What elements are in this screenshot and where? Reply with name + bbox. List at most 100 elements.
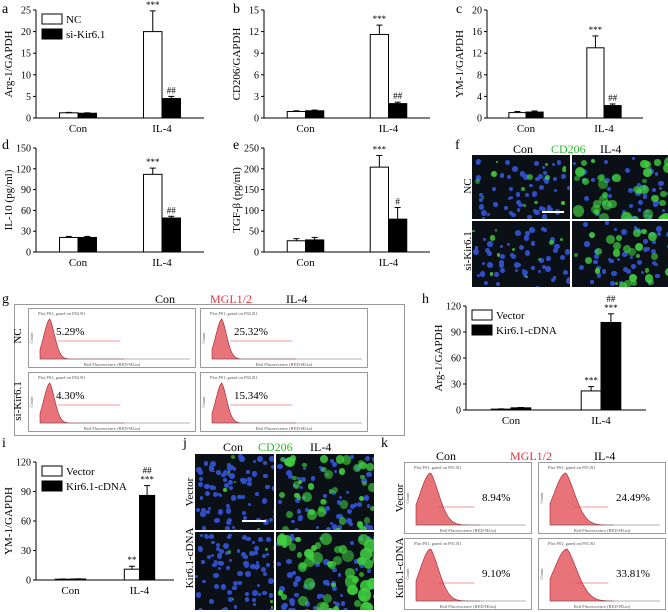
nucleus-dot [197,607,203,610]
nucleus-dot [482,216,486,219]
cd206-cell [644,268,650,273]
cd206-cell [560,238,564,241]
cd206-cell [320,466,327,473]
nucleus-dot [233,605,238,609]
nucleus-dot [541,265,546,270]
nucleus-dot [225,508,232,515]
y-tick-label: 6 [254,70,259,81]
cd206-cell [628,248,637,257]
nucleus-dot [610,270,617,277]
cd206-cell [640,159,649,169]
nucleus-dot [220,584,227,590]
y-tick-label: 15 [249,6,259,17]
significance-mark: *** [373,144,387,154]
significance-mark: *** [604,303,618,313]
nucleus-dot [239,456,245,462]
cd206-cell [654,159,661,166]
cd206-cell [321,499,326,504]
cd206-cell [361,481,367,487]
nucleus-dot [323,579,328,585]
nucleus-dot [204,483,210,489]
cd206-cell [650,252,658,260]
nucleus-dot [313,605,318,610]
nucleus-dot [372,536,374,540]
cd206-cell [296,496,301,501]
cd206-cell [358,571,364,577]
nucleus-dot [331,524,338,530]
cd206-cell [304,556,315,568]
cd206-cell [545,162,549,166]
nucleus-dot [266,553,270,557]
cd206-cell [591,204,601,214]
nucleus-dot [518,244,524,250]
cd206-cell [521,187,525,191]
cd206-cell [320,602,330,610]
significance-mark: ## [393,91,403,101]
nucleus-dot [263,460,268,465]
g-histogram-si-con: Plot P01, gated on P02.R1 Count Red Fluore… [28,372,196,432]
cd206-cell [563,169,566,172]
nucleus-dot [251,471,258,477]
x-tick-label: IL-4 [591,415,611,427]
y-tick-label: 5 [26,92,31,103]
panel-label-c: c [456,2,463,17]
bar [77,112,97,119]
nucleus-dot [636,183,642,188]
nucleus-dot [232,585,238,591]
nucleus-dot [486,262,493,269]
nucleus-dot [241,551,246,557]
x-tick-label: Con [517,123,536,135]
nucleus-dot [245,591,249,596]
significance-mark: *** [140,475,154,485]
nucleus-dot [606,186,612,192]
bar [143,31,163,119]
bar [580,390,602,411]
chart-ym1-si: 0 4 8 12 16 20 YM-1/GAPDH Con IL-4 *** ## [454,6,643,135]
f-header-il4: IL-4 [600,142,622,156]
legend-swatch [471,324,493,336]
bar [600,321,622,411]
nucleus-dot [515,230,521,237]
nucleus-dot [261,498,268,504]
cd206-cell [593,209,600,215]
nucleus-dot [225,503,230,508]
j-image-vector-con [195,454,274,530]
cd206-cell [599,212,609,219]
cd206-cell [289,455,297,462]
cd206-cell [651,195,659,203]
cd206-cell [359,526,368,530]
nucleus-dot [247,481,253,487]
nucleus-dot [257,456,263,462]
cd206-cell [310,544,317,551]
nucleus-dot [217,492,221,496]
nucleus-dot [538,185,544,191]
nucleus-dot [347,508,353,514]
y-axis-label: TGF-β (pg/ml) [231,167,243,233]
nucleus-dot [218,560,224,567]
nucleus-dot [292,571,296,576]
cd206-cell [631,280,638,287]
nucleus-dot [223,482,230,489]
x-axis-label: Red Fluorescence (RED-HLin) [574,528,631,533]
nucleus-dot [247,477,252,483]
cd206-cell [257,528,260,530]
nucleus-dot [209,485,215,490]
cd206-cell [663,156,668,167]
nucleus-dot [474,246,479,250]
nucleus-dot [332,586,337,592]
nucleus-dot [333,600,337,604]
cd206-cell [360,594,367,601]
nucleus-dot [268,456,274,462]
nucleus-dot [259,537,263,541]
cd206-cell [303,578,316,590]
nucleus-dot [623,251,629,256]
legend-label: Vector [496,310,525,322]
nucleus-dot [552,176,558,181]
y-tick-label: 0 [26,114,31,125]
x-axis-label: Red Fluorescence (RED-HLin) [84,362,141,367]
nucleus-dot [335,602,340,608]
k-histogram-cdna-il4: Plot P01, gated on P01.R1 Count Red Fluore… [538,538,666,610]
cd206-cell [340,500,349,509]
nucleus-dot [261,553,267,558]
cd206-cell [363,559,374,569]
